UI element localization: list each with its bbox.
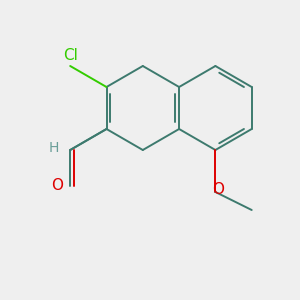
- Text: O: O: [51, 178, 63, 194]
- Text: H: H: [49, 142, 59, 155]
- Text: O: O: [212, 182, 224, 196]
- Text: Cl: Cl: [63, 48, 78, 63]
